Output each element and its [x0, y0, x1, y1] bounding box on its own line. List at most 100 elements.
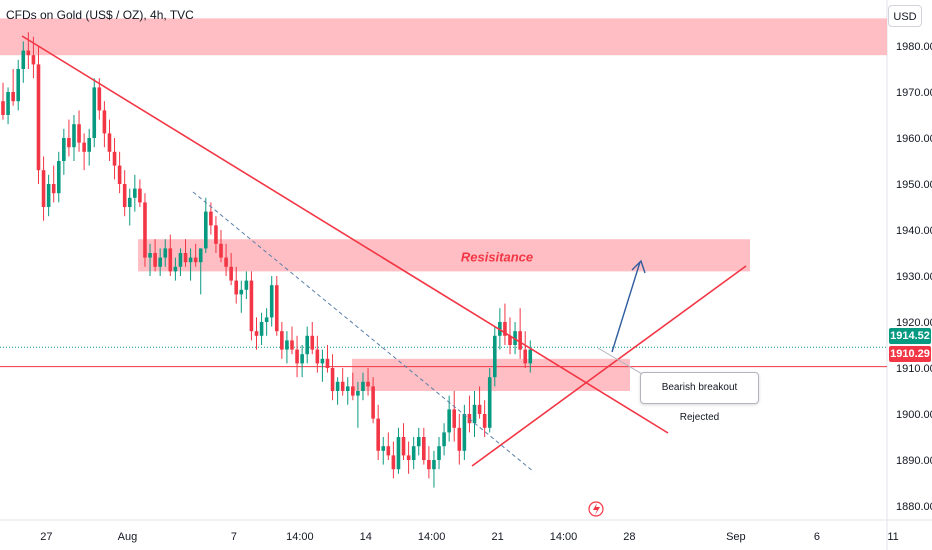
x-tick-label: 27	[40, 531, 52, 543]
candle-body	[51, 184, 56, 194]
candle-body	[163, 248, 168, 258]
candle-body	[442, 432, 446, 447]
y-tick-label: 1940.00	[896, 225, 932, 237]
candle-body	[523, 349, 528, 364]
candle-body	[97, 87, 102, 111]
candle-body	[244, 280, 249, 290]
candle-body	[376, 418, 380, 451]
candle-body	[219, 243, 223, 258]
candle-body	[239, 289, 244, 295]
candle-body	[254, 331, 259, 336]
candle-body	[209, 211, 213, 226]
candle-body	[457, 427, 462, 451]
flash-icon-bolt	[593, 503, 600, 515]
candle-body	[462, 414, 467, 451]
candle-body	[153, 253, 157, 267]
chart-title: CFDs on Gold (US$ / OZ), 4h, TVC	[6, 8, 194, 22]
y-tick-label: 1910.00	[896, 363, 932, 375]
y-tick-label: 1890.00	[896, 455, 932, 467]
callout-bearish-breakout[interactable]: Bearish breakout Rejected	[640, 372, 759, 423]
candle-body	[6, 92, 10, 115]
candle-body	[82, 142, 86, 152]
candle-body	[416, 437, 421, 447]
candle-body	[234, 280, 239, 295]
level-price-tag: 1910.29	[889, 346, 931, 362]
candle-body	[335, 381, 340, 391]
candle-body	[381, 446, 386, 451]
candle-body	[41, 170, 46, 207]
candle-body	[295, 349, 299, 364]
candle-body	[503, 322, 507, 336]
candle-body	[133, 188, 137, 198]
candle-body	[173, 266, 178, 272]
candle-body	[46, 184, 51, 207]
candle-body	[21, 50, 26, 69]
candle-body	[280, 331, 284, 350]
candle-body	[492, 335, 497, 378]
y-tick-label: 1930.00	[896, 271, 932, 283]
callout-pointer	[597, 347, 643, 375]
resistance-label: Resisitance	[461, 249, 533, 264]
candle-body	[122, 184, 127, 207]
candle-body	[204, 211, 208, 249]
currency-selector[interactable]: USD	[888, 5, 922, 27]
candle-body	[305, 335, 309, 355]
candle-body	[198, 248, 203, 263]
x-tick-label: 6	[814, 531, 820, 543]
candle-body	[183, 253, 188, 263]
x-tick-label: 14:00	[550, 531, 578, 543]
x-tick-label: 14	[360, 531, 372, 543]
candle-body	[371, 386, 375, 419]
candle-body	[411, 446, 416, 460]
top-supply-zone	[0, 18, 887, 56]
candle-body	[472, 404, 477, 424]
candle-body	[477, 404, 482, 414]
candle-body	[310, 335, 315, 350]
x-tick-label: 28	[623, 531, 635, 543]
candle-body	[1, 101, 5, 115]
candle-body	[528, 349, 533, 364]
candle-body	[274, 285, 279, 332]
candle-body	[67, 138, 71, 148]
candle-body	[427, 460, 431, 470]
x-tick-label: 14:00	[286, 531, 314, 543]
candle-body	[300, 354, 304, 364]
candle-body	[188, 257, 193, 263]
x-tick-label: 21	[491, 531, 503, 543]
y-tick-label: 1970.00	[896, 87, 932, 99]
candle-body	[117, 165, 122, 184]
candle-body	[315, 349, 320, 364]
candle-body	[482, 414, 487, 428]
candle-body	[138, 188, 142, 203]
x-tick-label: 14:00	[418, 531, 446, 543]
downtrend-line	[21, 35, 669, 434]
candle-body	[345, 386, 350, 391]
candle-body	[56, 161, 61, 194]
y-tick-label: 1960.00	[896, 133, 932, 145]
candle-body	[264, 317, 269, 322]
candle-body	[356, 391, 360, 396]
candle-body	[269, 285, 274, 318]
candle-body	[31, 55, 36, 65]
candle-body	[143, 202, 147, 258]
candle-body	[290, 340, 294, 350]
candle-body	[487, 377, 492, 428]
current-price-tag: 1914.52	[889, 328, 931, 344]
resistance-zone	[138, 239, 750, 272]
projection-arrow-head	[631, 259, 646, 274]
y-tick-label: 1920.00	[896, 317, 932, 329]
candle-body	[224, 257, 228, 267]
candle-body	[72, 124, 76, 148]
candle-body	[518, 331, 522, 350]
candle-body	[36, 64, 41, 171]
projection-arrow-line	[611, 261, 641, 353]
candle-body	[285, 340, 289, 350]
candle-body	[351, 386, 355, 396]
candle-body	[214, 225, 218, 244]
candle-body	[92, 87, 97, 138]
candle-body	[386, 446, 391, 456]
candle-body	[26, 50, 31, 56]
flash-icon	[588, 501, 604, 517]
dashed-channel-line	[192, 191, 535, 473]
